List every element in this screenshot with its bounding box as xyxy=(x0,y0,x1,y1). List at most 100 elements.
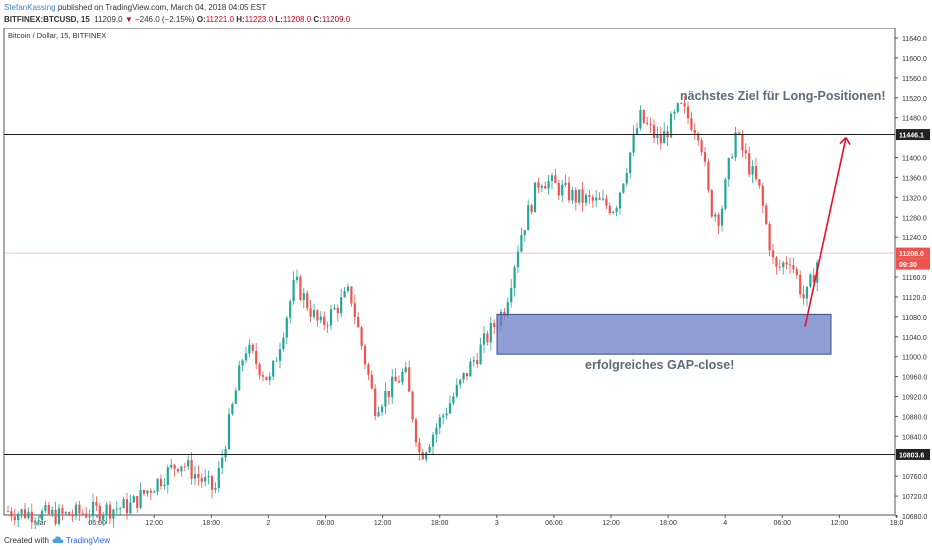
candle-body xyxy=(173,464,176,469)
candle-body xyxy=(547,181,550,189)
low-label: L: xyxy=(275,15,283,24)
candle-body xyxy=(642,110,645,123)
last-price: 11209.0 xyxy=(94,15,123,24)
candle-body xyxy=(166,467,169,486)
candle-body xyxy=(105,504,108,516)
candle-body xyxy=(187,460,190,467)
candle-body xyxy=(673,111,676,114)
candle-body xyxy=(340,297,343,314)
candle-body xyxy=(142,489,146,494)
price-tick-label: 11600.0 xyxy=(902,56,927,63)
support-price-label-bg xyxy=(896,448,930,460)
candle-body xyxy=(115,508,118,510)
author-link[interactable]: StefanKassing xyxy=(4,3,56,12)
candle-body xyxy=(204,477,207,482)
candle-body xyxy=(258,363,261,376)
candle-body xyxy=(442,415,445,418)
candle-body xyxy=(13,516,16,521)
candle-body xyxy=(139,489,142,508)
candle-body xyxy=(397,381,401,383)
candle-body xyxy=(431,434,435,447)
candle-body xyxy=(363,345,367,365)
time-tick-label: 06:00 xyxy=(88,520,106,527)
candle-body xyxy=(57,508,61,524)
time-tick-label: 18:00 xyxy=(203,520,221,527)
candle-body xyxy=(802,294,805,299)
down-arrow-icon: ▼ xyxy=(124,15,133,24)
candle-body xyxy=(710,190,713,217)
candle-body xyxy=(744,150,747,154)
candle-body xyxy=(758,179,761,186)
annotation-target-text[interactable]: nächstes Ziel für Long-Positionen! xyxy=(680,89,886,103)
candle-body xyxy=(353,303,356,317)
candle-body xyxy=(323,316,326,326)
candle-body xyxy=(343,290,346,298)
current-price-label: 11208.0 xyxy=(899,251,924,258)
candle-body xyxy=(268,376,271,380)
target-arrow-line[interactable] xyxy=(804,137,847,327)
candle-body xyxy=(380,406,384,413)
candle-body xyxy=(261,375,265,377)
candle-body xyxy=(272,360,275,377)
candle-body xyxy=(282,337,285,350)
candle-body xyxy=(608,205,611,213)
plot-area[interactable] xyxy=(3,28,896,516)
candle-body xyxy=(326,325,329,326)
candle-body xyxy=(421,452,424,460)
candle-body xyxy=(98,505,101,520)
candle-body xyxy=(530,205,533,213)
candle-body xyxy=(523,230,526,236)
candle-body xyxy=(476,360,479,364)
price-tick-label: 11240.0 xyxy=(902,235,927,242)
gap-zone-rectangle[interactable] xyxy=(496,313,832,355)
candle-body xyxy=(197,474,200,478)
candle-body xyxy=(370,374,373,389)
candle-body xyxy=(329,309,333,326)
candle-body xyxy=(377,412,380,417)
candle-body xyxy=(74,504,78,516)
candle-body xyxy=(428,446,431,453)
price-chart[interactable]: 11640.0 11600.0 11560.0 11520.0 11480.0 11400… xyxy=(0,28,932,529)
candle-body xyxy=(707,161,710,191)
tradingview-brand-link[interactable]: TradingView xyxy=(66,536,111,545)
candle-body xyxy=(278,349,282,361)
candle-body xyxy=(693,129,696,134)
candle-body xyxy=(170,464,173,468)
candle-body xyxy=(761,185,764,206)
close-value: 11209.0 xyxy=(321,15,351,24)
time-tick-label: 18:00 xyxy=(659,520,677,527)
candle-body xyxy=(10,511,13,517)
candle-body xyxy=(302,293,305,300)
candle-body xyxy=(588,194,591,197)
candle-body xyxy=(727,158,730,180)
candle-body xyxy=(224,449,227,458)
candle-body xyxy=(357,316,360,328)
candle-body xyxy=(683,103,686,107)
candle-body xyxy=(40,510,44,521)
candle-body xyxy=(510,287,513,303)
candle-body xyxy=(425,452,428,460)
candle-body xyxy=(248,344,251,354)
candle-body xyxy=(751,166,754,175)
candle-body xyxy=(686,106,690,119)
candle-body xyxy=(652,125,656,138)
candle-body xyxy=(812,274,815,283)
chart-title: Bitcoin / Dollar, 15, BITFINEX xyxy=(8,31,106,40)
annotation-gap-text[interactable]: erfolgreiches GAP-close! xyxy=(585,358,734,372)
candle-body xyxy=(418,442,421,453)
candle-body xyxy=(550,175,554,182)
candle-body xyxy=(612,211,615,213)
candle-body xyxy=(85,513,88,518)
time-tick-label: 18:0 xyxy=(890,520,904,527)
candle-body xyxy=(401,372,404,383)
candle-body xyxy=(384,390,387,407)
candle-body xyxy=(125,499,129,514)
candle-body xyxy=(472,360,475,362)
open-label: O: xyxy=(196,15,206,24)
candle-body xyxy=(231,403,234,414)
candle-body xyxy=(44,504,47,511)
candle-body xyxy=(445,413,448,416)
candle-body xyxy=(30,511,33,523)
candle-body xyxy=(649,123,652,126)
candle-body xyxy=(163,485,166,487)
